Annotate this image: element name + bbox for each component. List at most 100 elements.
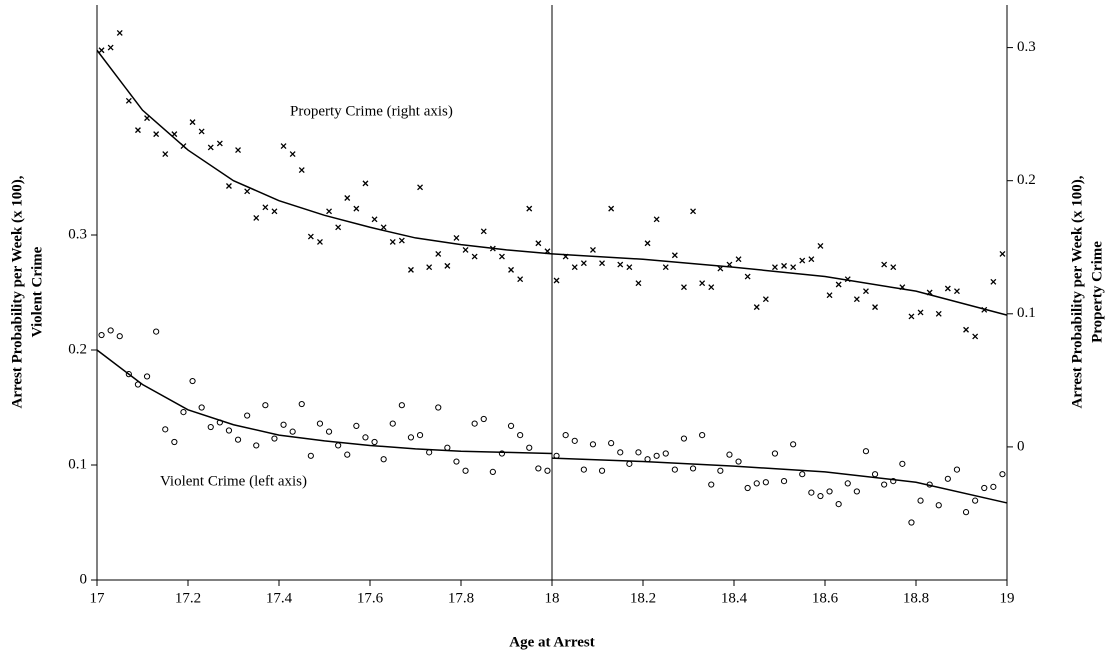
data-point	[917, 309, 924, 316]
annotation: Violent Crime (left axis)	[160, 473, 307, 489]
data-point	[407, 434, 415, 441]
data-point	[972, 333, 979, 340]
data-point	[107, 44, 114, 51]
data-point	[262, 204, 269, 211]
data-point	[598, 467, 606, 474]
data-point	[653, 216, 660, 223]
data-point	[835, 281, 842, 288]
data-point	[762, 479, 769, 486]
data-point	[362, 434, 369, 441]
data-point	[853, 296, 860, 303]
data-point	[316, 420, 324, 427]
data-point	[353, 205, 360, 212]
x-tick-label: 18.4	[721, 590, 748, 606]
x-tick-label: 18.8	[903, 590, 929, 606]
data-point	[289, 151, 296, 158]
data-point	[407, 266, 414, 273]
data-point	[644, 240, 651, 247]
data-point	[326, 208, 333, 215]
data-point	[963, 326, 970, 333]
data-point	[671, 466, 678, 473]
data-point	[908, 519, 915, 526]
data-point	[690, 208, 697, 215]
data-point	[990, 483, 997, 490]
data-point	[153, 328, 160, 335]
data-point	[635, 280, 642, 287]
data-point	[235, 147, 242, 154]
data-point	[771, 450, 779, 457]
data-point	[426, 449, 433, 456]
data-point	[262, 402, 269, 409]
data-point	[871, 471, 879, 478]
data-point	[835, 501, 842, 508]
data-point	[580, 260, 587, 267]
data-point	[289, 428, 296, 435]
data-point	[753, 304, 760, 311]
data-point	[881, 481, 888, 488]
data-point	[417, 184, 424, 191]
data-point	[535, 465, 542, 472]
data-point	[626, 264, 633, 271]
data-point	[699, 280, 706, 287]
y2-axis-label: Property Crime	[1089, 241, 1105, 343]
data-point	[790, 264, 797, 271]
data-point	[780, 478, 788, 485]
data-point	[435, 250, 442, 257]
x-tick-label: 17.8	[448, 590, 474, 606]
data-point	[608, 205, 615, 212]
data-point	[471, 253, 478, 260]
data-point	[953, 288, 960, 295]
data-point	[853, 488, 860, 495]
data-point	[935, 310, 942, 317]
data-point	[435, 404, 442, 411]
data-point	[398, 237, 405, 244]
data-point	[908, 313, 915, 320]
y2-tick-label: 0.1	[1017, 305, 1036, 321]
data-point	[972, 497, 979, 504]
x-axis-label: Age at Arrest	[509, 634, 595, 650]
y-tick-label: 0.3	[68, 226, 87, 242]
data-point	[744, 273, 751, 280]
data-point	[535, 240, 542, 247]
data-point	[990, 278, 997, 285]
data-point	[253, 442, 260, 449]
data-point	[344, 451, 351, 458]
data-point	[635, 449, 642, 456]
data-point	[844, 480, 851, 487]
data-point	[125, 371, 132, 378]
data-point	[817, 492, 824, 500]
data-point	[216, 140, 223, 147]
y-tick-label: 0.1	[68, 456, 87, 472]
data-point	[453, 458, 460, 465]
data-point	[671, 252, 678, 259]
data-point	[517, 276, 524, 283]
data-point	[335, 442, 342, 449]
data-point	[444, 444, 451, 451]
data-point	[917, 497, 924, 504]
data-point	[143, 373, 151, 380]
data-point	[680, 284, 687, 291]
data-point	[862, 448, 870, 455]
data-point	[781, 262, 788, 269]
data-point	[571, 437, 578, 444]
data-point	[935, 502, 942, 509]
data-point	[826, 292, 833, 299]
data-point	[626, 460, 633, 467]
data-point	[890, 264, 897, 271]
data-point	[344, 195, 351, 201]
data-point	[999, 471, 1006, 478]
data-point	[189, 377, 196, 385]
data-point	[799, 471, 806, 478]
data-point	[953, 466, 961, 473]
data-point	[653, 452, 660, 459]
data-point	[280, 421, 287, 428]
data-point	[198, 404, 205, 411]
data-point	[416, 432, 424, 439]
data-point	[617, 449, 624, 456]
data-point	[735, 256, 742, 263]
data-point	[453, 234, 460, 241]
data-point	[444, 262, 451, 269]
data-point	[480, 228, 487, 235]
x-tick-label: 17.2	[175, 590, 201, 606]
x-tick-label: 19	[1000, 590, 1015, 606]
